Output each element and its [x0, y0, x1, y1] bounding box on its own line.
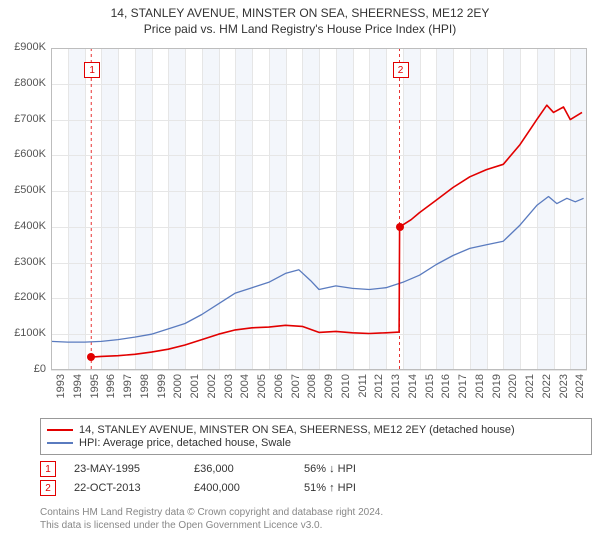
legend-swatch: [47, 429, 73, 431]
x-tick-label: 2003: [223, 374, 235, 398]
sale-marker-box: 1: [40, 461, 56, 477]
sale-price: £400,000: [194, 482, 304, 494]
x-tick-label: 1997: [122, 374, 134, 398]
legend-label: HPI: Average price, detached house, Swal…: [79, 437, 291, 449]
x-tick-label: 2000: [172, 374, 184, 398]
x-tick-label: 1994: [72, 374, 84, 398]
legend-item: 14, STANLEY AVENUE, MINSTER ON SEA, SHEE…: [47, 424, 585, 436]
title-address: 14, STANLEY AVENUE, MINSTER ON SEA, SHEE…: [0, 6, 600, 20]
sale-row: 1 23-MAY-1995 £36,000 56% ↓ HPI: [40, 461, 592, 477]
x-tick-label: 1993: [55, 374, 67, 398]
sale-price: £36,000: [194, 463, 304, 475]
sale-marker-num: 1: [45, 464, 51, 475]
y-tick-label: £400K: [6, 220, 46, 232]
plot-area: 12: [51, 48, 587, 370]
x-tick-label: 2018: [474, 374, 486, 398]
x-tick-label: 2008: [306, 374, 318, 398]
sale-row: 2 22-OCT-2013 £400,000 51% ↑ HPI: [40, 480, 592, 496]
x-tick-label: 2022: [541, 374, 553, 398]
x-tick-label: 2006: [273, 374, 285, 398]
y-tick-label: £800K: [6, 77, 46, 89]
sale-date: 23-MAY-1995: [74, 463, 194, 475]
legend-swatch: [47, 442, 73, 444]
x-tick-label: 1999: [156, 374, 168, 398]
legend: 14, STANLEY AVENUE, MINSTER ON SEA, SHEE…: [40, 418, 592, 455]
y-tick-label: £900K: [6, 41, 46, 53]
sale-marker-num: 2: [45, 483, 51, 494]
x-tick-label: 2007: [290, 374, 302, 398]
x-tick-label: 2011: [357, 374, 369, 398]
y-tick-label: £700K: [6, 113, 46, 125]
y-tick-label: £0: [6, 363, 46, 375]
footer: Contains HM Land Registry data © Crown c…: [40, 506, 592, 532]
x-tick-label: 2014: [407, 374, 419, 398]
series-svg: [51, 48, 587, 370]
x-tick-label: 2001: [189, 374, 201, 398]
sale-dot: [396, 223, 404, 231]
legend-label: 14, STANLEY AVENUE, MINSTER ON SEA, SHEE…: [79, 424, 515, 436]
sale-marker-flag: 1: [84, 62, 100, 78]
sale-marker-box: 2: [40, 480, 56, 496]
x-tick-label: 2021: [524, 374, 536, 398]
x-tick-label: 2017: [457, 374, 469, 398]
y-tick-label: £300K: [6, 256, 46, 268]
x-tick-label: 2005: [256, 374, 268, 398]
x-tick-label: 2013: [390, 374, 402, 398]
footer-line: This data is licensed under the Open Gov…: [40, 519, 592, 532]
y-tick-label: £200K: [6, 291, 46, 303]
x-tick-label: 2016: [440, 374, 452, 398]
sales-table: 1 23-MAY-1995 £36,000 56% ↓ HPI 2 22-OCT…: [40, 461, 592, 496]
footer-line: Contains HM Land Registry data © Crown c…: [40, 506, 592, 519]
x-tick-label: 2023: [558, 374, 570, 398]
x-tick-label: 2012: [373, 374, 385, 398]
x-tick-label: 2020: [507, 374, 519, 398]
x-tick-label: 1996: [105, 374, 117, 398]
y-tick-label: £100K: [6, 327, 46, 339]
x-tick-label: 2015: [424, 374, 436, 398]
titles: 14, STANLEY AVENUE, MINSTER ON SEA, SHEE…: [0, 0, 600, 36]
x-tick-label: 1995: [89, 374, 101, 398]
sale-delta: 51% ↑ HPI: [304, 482, 424, 494]
y-tick-label: £600K: [6, 148, 46, 160]
title-subtitle: Price paid vs. HM Land Registry's House …: [0, 22, 600, 36]
x-tick-label: 2002: [206, 374, 218, 398]
chart-container: 14, STANLEY AVENUE, MINSTER ON SEA, SHEE…: [0, 0, 600, 560]
legend-item: HPI: Average price, detached house, Swal…: [47, 437, 585, 449]
chart: 12 1993199419951996199719981999200020012…: [6, 42, 594, 412]
sale-date: 22-OCT-2013: [74, 482, 194, 494]
x-tick-label: 2010: [340, 374, 352, 398]
sale-delta: 56% ↓ HPI: [304, 463, 424, 475]
x-tick-label: 2009: [323, 374, 335, 398]
x-tick-label: 2019: [491, 374, 503, 398]
x-tick-label: 1998: [139, 374, 151, 398]
x-tick-label: 2004: [239, 374, 251, 398]
x-tick-label: 2024: [574, 374, 586, 398]
sale-marker-flag: 2: [393, 62, 409, 78]
y-tick-label: £500K: [6, 184, 46, 196]
